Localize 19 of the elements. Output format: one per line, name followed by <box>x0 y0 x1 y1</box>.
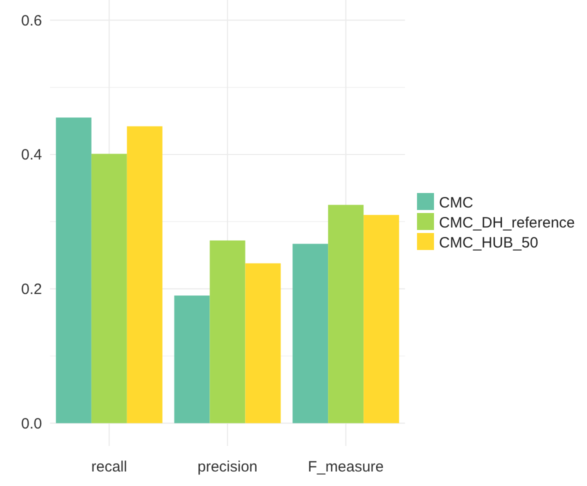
bar <box>292 244 328 424</box>
y-tick-label: 0.4 <box>21 146 42 164</box>
x-tick-label: recall <box>91 458 128 476</box>
bar <box>174 296 210 424</box>
bar <box>126 126 162 424</box>
bar <box>210 240 246 424</box>
bar <box>328 204 364 424</box>
bar <box>56 118 92 424</box>
y-tick-label: 0.6 <box>21 12 42 30</box>
x-tick-label: precision <box>197 458 258 476</box>
bar <box>91 154 127 424</box>
legend-label: CMC_HUB_50 <box>439 234 538 252</box>
y-tick-label: 0.2 <box>21 281 42 298</box>
bar <box>245 263 281 424</box>
x-tick-label: F_measure <box>308 458 384 476</box>
legend-label: CMC_DH_reference <box>439 214 575 232</box>
legend-label: CMC <box>439 194 474 212</box>
bar <box>364 214 400 424</box>
y-tick-label: 0.0 <box>21 415 42 432</box>
